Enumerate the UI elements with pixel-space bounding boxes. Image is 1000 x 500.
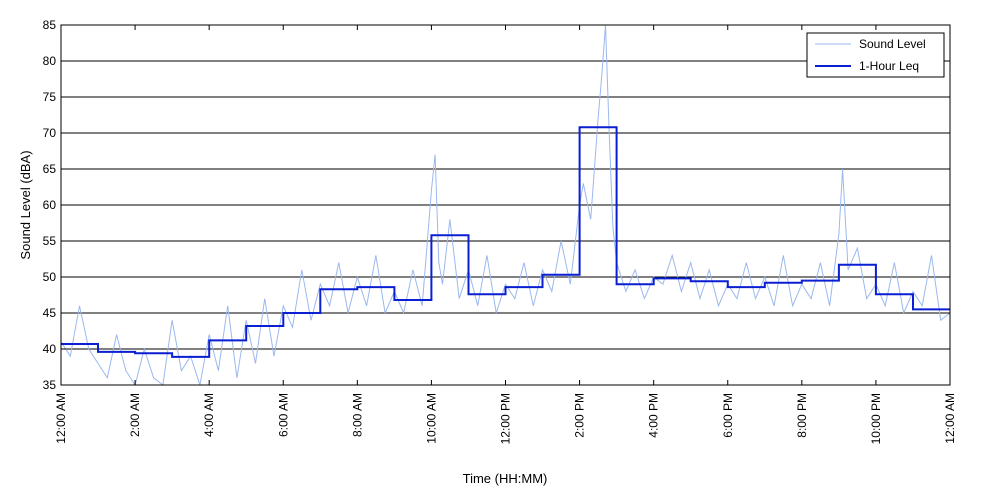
x-tick-label: 2:00 PM [573, 393, 587, 438]
y-tick-label: 85 [43, 18, 57, 32]
y-tick-label: 75 [43, 90, 57, 104]
x-tick-label: 4:00 PM [647, 393, 661, 438]
x-tick-label: 6:00 AM [276, 393, 290, 437]
y-tick-label: 50 [43, 270, 57, 284]
y-tick-labels: 35 40 45 50 55 60 65 70 75 80 85 [43, 18, 57, 392]
x-tick-label: 10:00 AM [424, 393, 438, 444]
x-tick-label: 12:00 AM [54, 393, 68, 444]
x-tick-labels: 12:00 AM 2:00 AM 4:00 AM 6:00 AM 8:00 AM 10:0… [54, 393, 957, 444]
x-tick-label: 12:00 PM [499, 393, 513, 444]
y-tick-label: 40 [43, 342, 57, 356]
x-axis-title: Time (HH:MM) [463, 471, 548, 486]
y-tick-label: 45 [43, 306, 57, 320]
series-line-sound-level [61, 25, 950, 385]
x-tick-label: 12:00 AM [943, 393, 957, 444]
x-tick-label: 8:00 AM [350, 393, 364, 437]
y-tick-label: 65 [43, 162, 57, 176]
y-tick-label: 80 [43, 54, 57, 68]
x-tick-label: 6:00 PM [721, 393, 735, 438]
y-tick-label: 70 [43, 126, 57, 140]
legend-label-1-hour-leq: 1-Hour Leq [859, 59, 919, 73]
grid-lines [61, 60, 950, 350]
y-tick-label: 60 [43, 198, 57, 212]
x-tick-label: 2:00 AM [128, 393, 142, 437]
x-tick-label: 8:00 PM [795, 393, 809, 438]
series-step-1-hour-leq [61, 126, 950, 358]
series-layer [61, 25, 950, 385]
legend: Sound Level 1-Hour Leq [806, 32, 945, 78]
legend-label-sound-level: Sound Level [859, 37, 926, 51]
y-axis-title: Sound Level (dBA) [18, 150, 33, 259]
y-tick-label: 55 [43, 234, 57, 248]
x-tick-label: 10:00 PM [869, 393, 883, 444]
legend-box [806, 32, 945, 78]
y-tick-label: 35 [43, 378, 57, 392]
x-tick-label: 4:00 AM [202, 393, 216, 437]
axis-ticks [60, 24, 951, 386]
